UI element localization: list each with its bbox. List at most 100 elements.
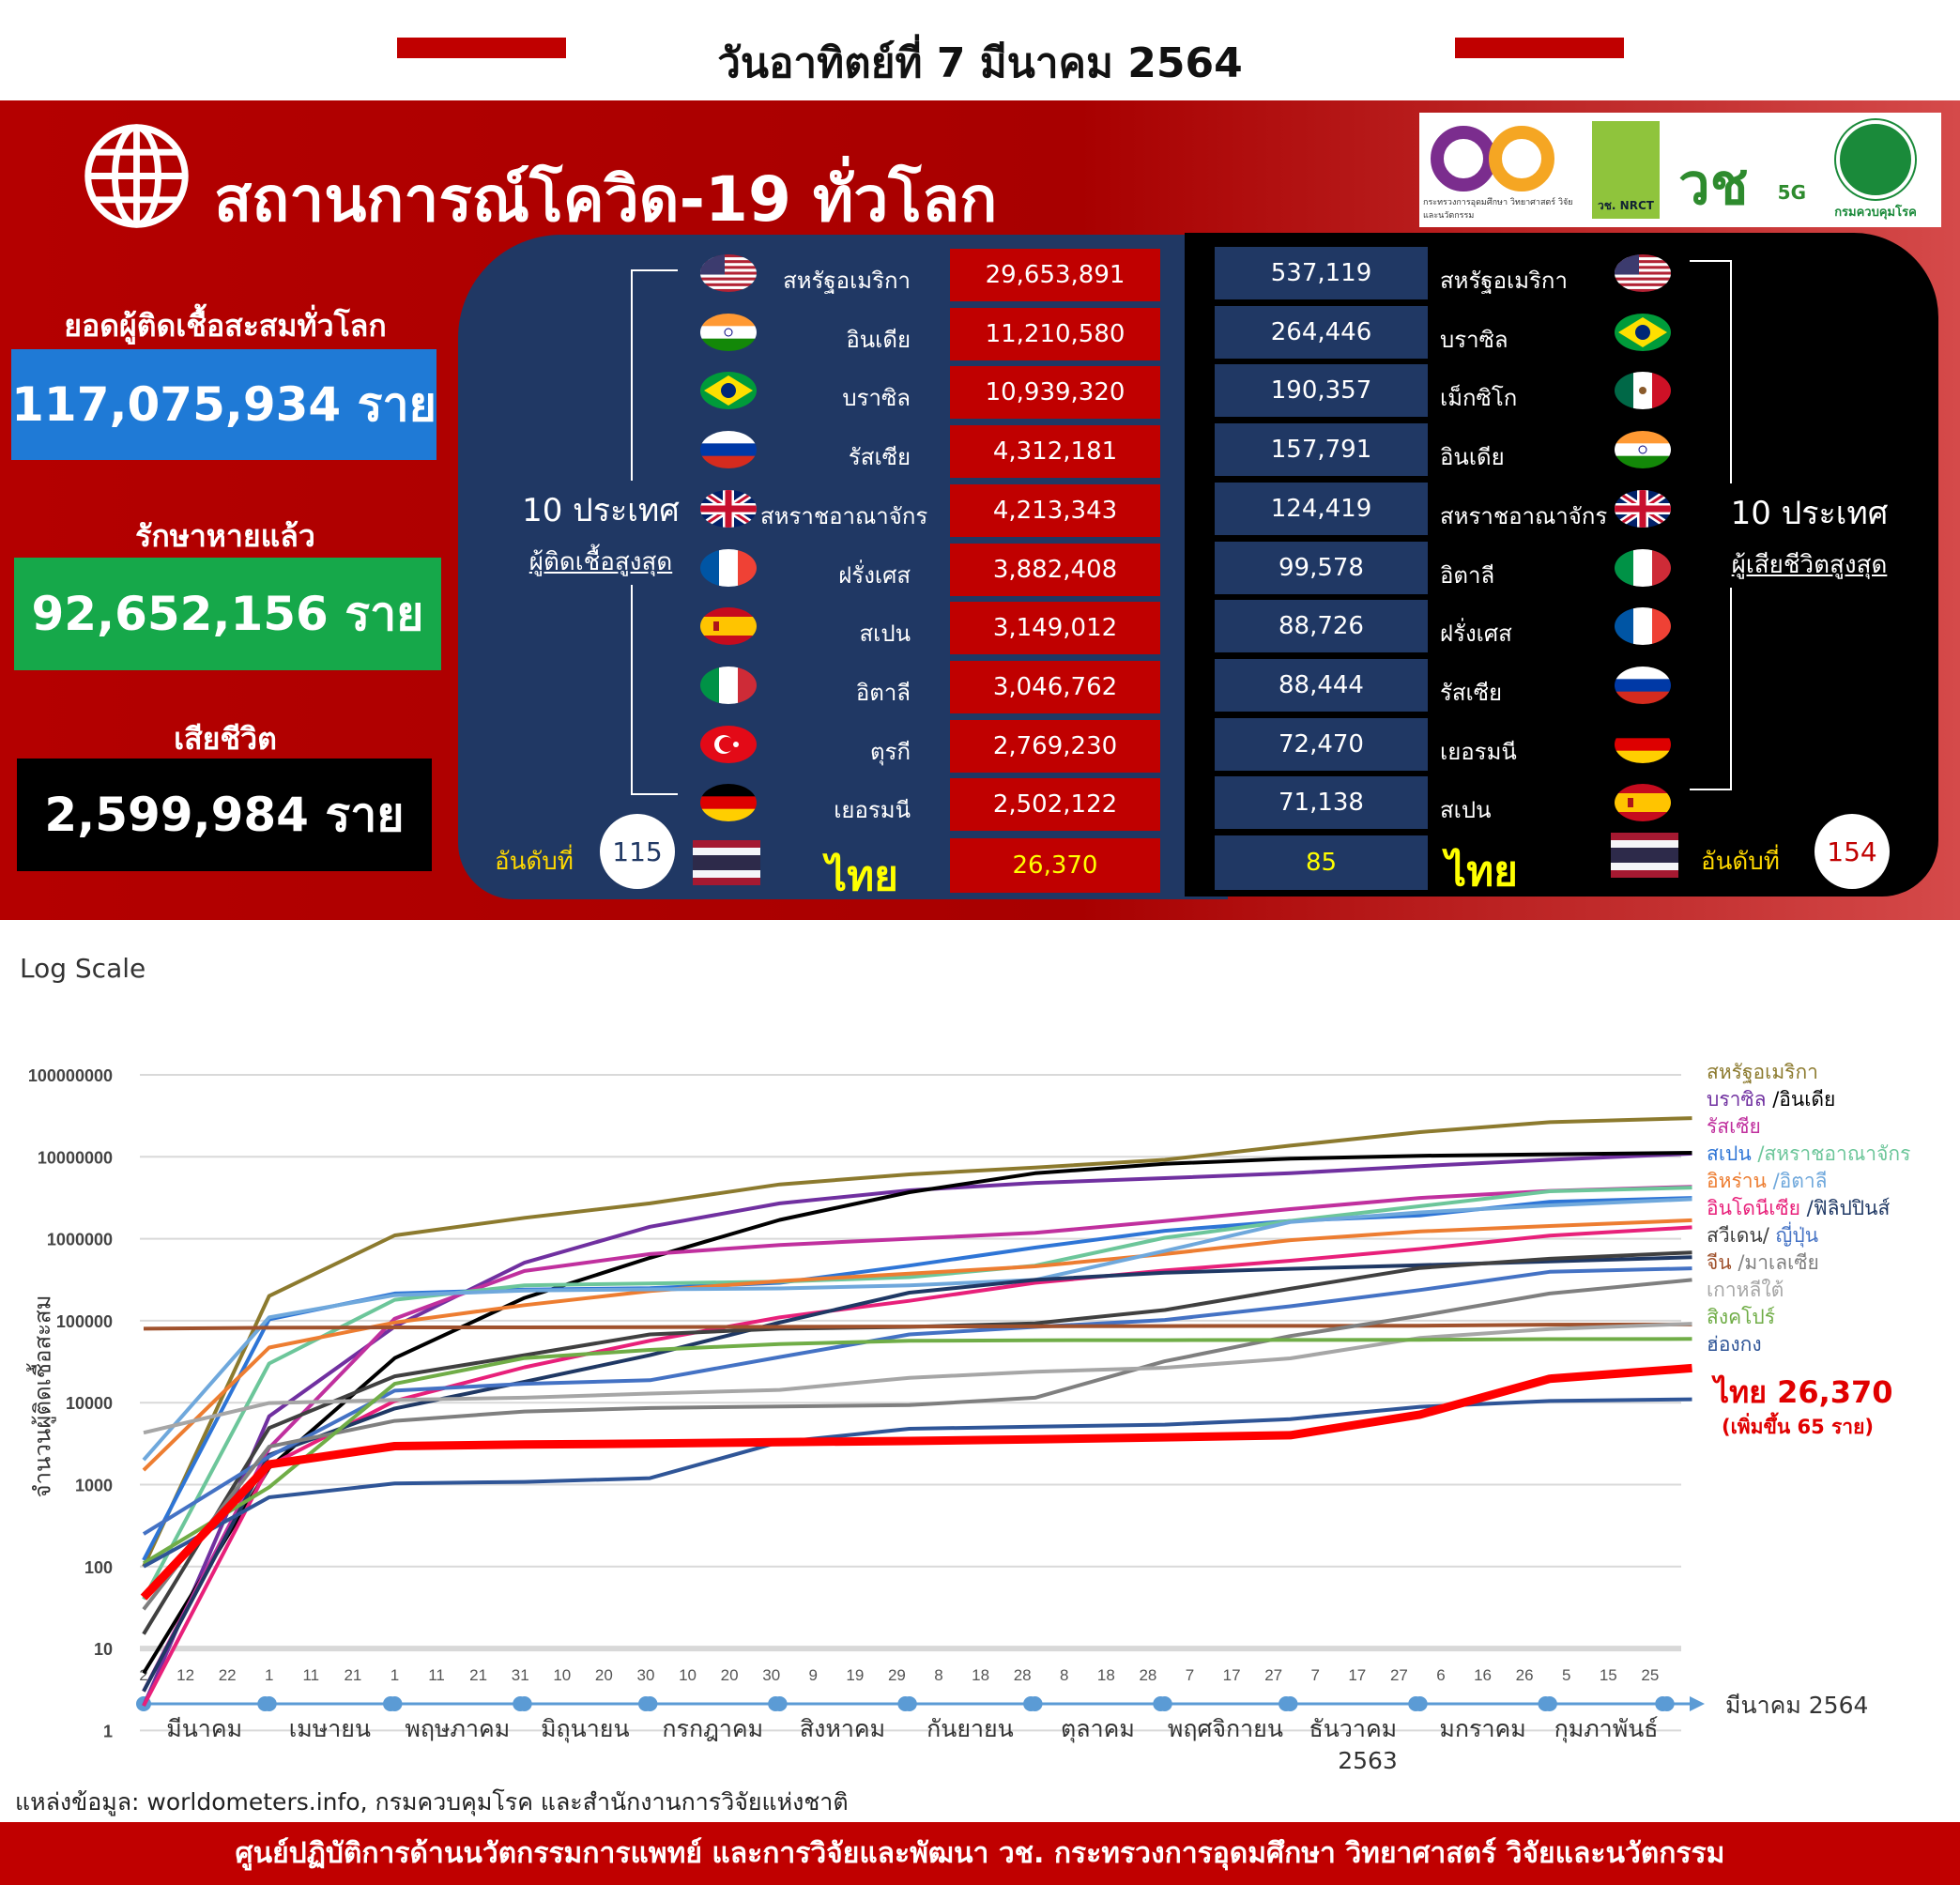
- case-country-name: สหรัฐอเมริกา: [783, 268, 911, 294]
- legend-item: รัสเซีย: [1707, 1113, 1910, 1141]
- year-label: 2563: [1338, 1747, 1398, 1774]
- thai-cases-country: ไทย: [826, 852, 898, 900]
- legend-item: สหรัฐอเมริกา: [1707, 1059, 1910, 1086]
- chart-title: Log Scale: [20, 953, 146, 984]
- footer-banner: ศูนย์ปฏิบัติการด้านนวัตกรรมการแพทย์ และก…: [0, 1822, 1960, 1885]
- country-flag-gb: [700, 487, 757, 530]
- date-title: วันอาทิตย์ที่ 7 มีนาคม 2564: [717, 39, 1243, 87]
- country-flag-ru: [700, 428, 757, 471]
- month-label: กรกฎาคม: [662, 1715, 763, 1742]
- thai-deaths-rank-label: อันดับที่: [1701, 848, 1780, 876]
- series-line-เกาหลีใต้: [143, 1322, 1692, 1435]
- x-tick-label: 8: [934, 1666, 942, 1684]
- x-tick-label: 10: [553, 1666, 571, 1684]
- case-count-value: 10,939,320: [950, 366, 1160, 420]
- y-tick-label: 1: [103, 1722, 113, 1740]
- y-axis-label: จำนวนผู้ติดเชื้อสะสม: [29, 1295, 56, 1498]
- top-cases-label: 10 ประเทศ ผู้ติดเชื้อสูงสุด: [507, 481, 695, 585]
- legend-item: อินโดนีเซีย /ฟิลิปปินส์: [1707, 1195, 1910, 1222]
- timeline-dot: [772, 1696, 788, 1711]
- decor-bar-left: [397, 38, 566, 58]
- death-country-name: รัสเซีย: [1440, 679, 1503, 706]
- case-country-name: ตุรกี: [869, 738, 911, 765]
- legend-label: /สหราชอาณาจักร: [1757, 1142, 1911, 1165]
- x-tick-label: 5: [1562, 1666, 1570, 1684]
- legend-item: ฮ่องกง: [1707, 1331, 1910, 1358]
- y-tick-label: 1000000: [47, 1231, 113, 1249]
- world-deaths-label: เสียชีวิต: [174, 721, 277, 757]
- thai-increase-annotation: (เพิ่มขึ้น 65 ราย): [1722, 1416, 1874, 1438]
- month-label: พฤษภาคม: [405, 1715, 510, 1742]
- death-count-value: 157,791: [1215, 423, 1428, 477]
- x-tick-label: 11: [428, 1666, 445, 1684]
- x-tick-label: 27: [1390, 1666, 1408, 1684]
- x-tick-label: 30: [762, 1666, 780, 1684]
- timeline-arrow: [1690, 1696, 1705, 1711]
- country-flag-in: [1615, 428, 1671, 471]
- legend-label: ญี่ปุ่น: [1775, 1224, 1819, 1247]
- country-flag-ru: [1615, 664, 1671, 707]
- country-flag-mx: [1615, 369, 1671, 412]
- death-country-name: สหรัฐอเมริกา: [1440, 268, 1568, 294]
- legend-label: เกาหลีใต้: [1707, 1279, 1784, 1301]
- timeline-dot: [642, 1696, 658, 1711]
- x-tick-label: 9: [809, 1666, 818, 1684]
- series-line-สหราชอาณาจักร: [142, 1186, 1692, 1601]
- x-tick-label: 15: [1600, 1666, 1617, 1684]
- case-count-value: 4,213,343: [950, 483, 1160, 537]
- legend-label: บราซิล: [1707, 1088, 1773, 1111]
- death-count-value: 264,446: [1215, 305, 1428, 359]
- nrct-logo: วช. NRCT: [1592, 121, 1660, 219]
- mhesi-logo: กระทรวงการอุดมศึกษา วิทยาศาสตร์ วิจัยและ…: [1423, 118, 1583, 222]
- death-count-value: 88,726: [1215, 600, 1428, 653]
- case-count-value: 3,882,408: [950, 543, 1160, 596]
- country-flag-it: [700, 664, 757, 707]
- month-label: มีนาคม: [166, 1715, 242, 1742]
- x-tick-label: 25: [1641, 1666, 1659, 1684]
- thai-deaths-rank: 154: [1815, 814, 1890, 889]
- case-country-name: สเปน: [859, 621, 911, 648]
- x-tick-label: 21: [469, 1666, 487, 1684]
- timeline-dot: [901, 1696, 917, 1711]
- timeline-dot: [516, 1696, 532, 1711]
- series-line-อิตาลี: [142, 1197, 1692, 1462]
- death-count-value: 99,578: [1215, 541, 1428, 594]
- month-label: ตุลาคม: [1061, 1715, 1135, 1743]
- thai-cases-rank: 115: [600, 814, 675, 889]
- x-tick-label: 21: [344, 1666, 361, 1684]
- x-tick-label: 30: [636, 1666, 654, 1684]
- month-label: มกราคม: [1439, 1715, 1525, 1742]
- death-count-value: 190,357: [1215, 364, 1428, 418]
- world-deaths-value: 2,599,984 ราย: [17, 759, 432, 871]
- partner-logos: กระทรวงการอุดมศึกษา วิทยาศาสตร์ วิจัยและ…: [1419, 113, 1941, 227]
- thai-annotation: ไทย 26,370: [1714, 1374, 1893, 1410]
- country-flag-de: [1615, 723, 1671, 766]
- case-count-value: 3,046,762: [950, 660, 1160, 713]
- month-label: เมษายน: [289, 1715, 371, 1742]
- legend-label: สิงคโปร์: [1707, 1306, 1776, 1328]
- thailand-flag: [1610, 833, 1679, 879]
- thai-deaths-country: ไทย: [1446, 848, 1518, 896]
- page-title: สถานการณ์โควิด-19 ทั่วโลก: [214, 163, 998, 236]
- case-count-value: 2,769,230: [950, 719, 1160, 773]
- series-line-รัสเซีย: [142, 1185, 1692, 1693]
- timeline-dot: [1027, 1696, 1043, 1711]
- v5g-logo: วช 5G: [1678, 152, 1806, 218]
- country-flag-in: [700, 311, 757, 354]
- series-line-จีน: [143, 1322, 1692, 1331]
- y-tick-label: 100: [84, 1558, 113, 1577]
- decor-bar-right: [1455, 38, 1624, 58]
- death-count-value: 88,444: [1215, 658, 1428, 712]
- x-tick-label: 17: [1223, 1666, 1241, 1684]
- x-tick-label: 18: [1097, 1666, 1115, 1684]
- country-flag-es: [1615, 781, 1671, 824]
- series-line-ฟิลิปปินส์: [142, 1255, 1692, 1693]
- country-flag-de: [700, 781, 757, 824]
- country-flag-tr: [700, 723, 757, 766]
- legend-label: อินโดนีเซีย: [1707, 1197, 1807, 1219]
- timeline-dot: [1282, 1696, 1298, 1711]
- country-flag-br: [700, 369, 757, 412]
- x-tick-label: 1: [390, 1666, 399, 1684]
- legend-item: สวีเดน/ ญี่ปุ่น: [1707, 1222, 1910, 1249]
- series-line-สิงคโปร์: [142, 1337, 1692, 1565]
